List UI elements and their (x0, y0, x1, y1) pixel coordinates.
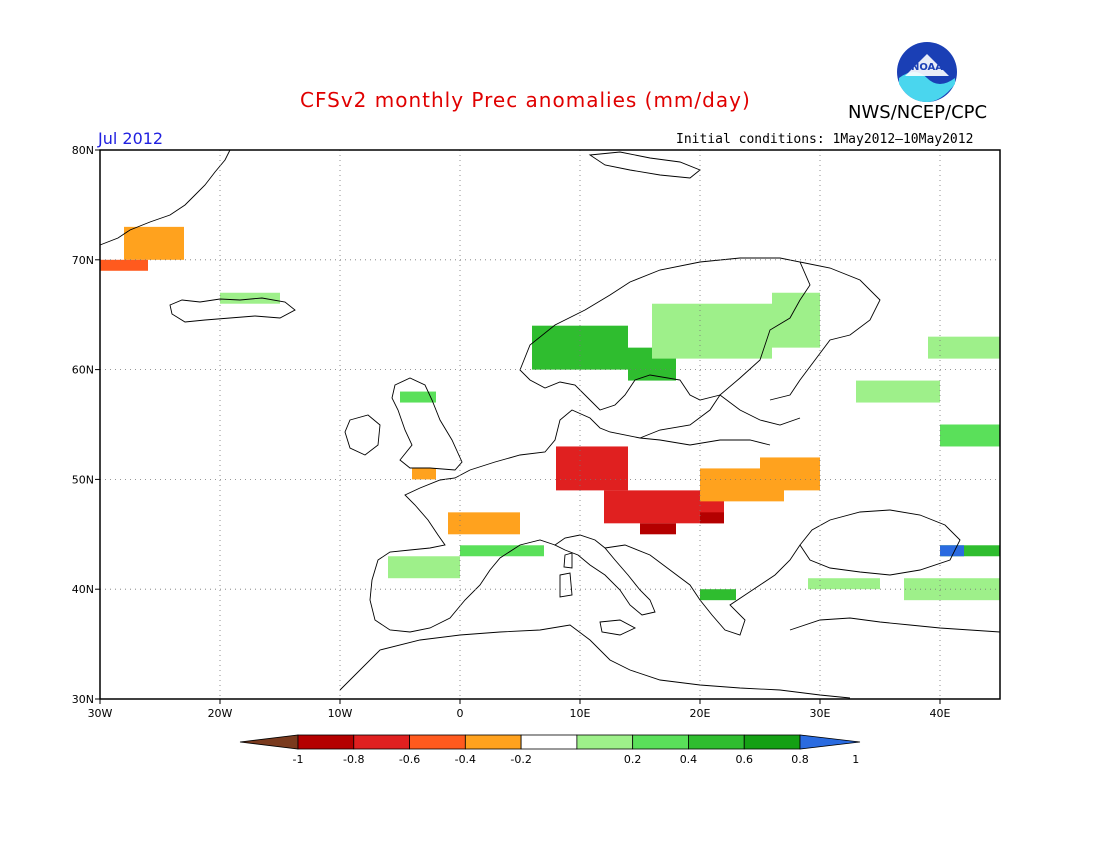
colorbar-right-triangle (799, 734, 861, 750)
colorbar-label: 1 (852, 753, 859, 766)
anomaly-region (448, 512, 520, 535)
colorbar-swatch (353, 734, 410, 750)
colorbar-label: 0.8 (791, 753, 809, 766)
colorbar-swatch (743, 734, 801, 750)
colorbar-label: -1 (293, 753, 304, 766)
anomaly-region (928, 336, 1000, 359)
map-title: CFSv2 monthly Prec anomalies (mm/day) (300, 88, 751, 112)
colorbar-label: -0.4 (455, 753, 476, 766)
noaa-logo: NOAA (895, 40, 959, 108)
anomaly-region (940, 424, 1000, 447)
lon-tick-label: 0 (457, 707, 464, 720)
lon-tick-label: 30E (810, 707, 831, 720)
anomaly-region (904, 578, 1000, 601)
colorbar-label: -0.2 (510, 753, 531, 766)
anomaly-region (640, 523, 676, 535)
lat-tick-label: 70N (72, 254, 94, 267)
lat-tick-label: 60N (72, 364, 94, 377)
anomaly-region (700, 589, 736, 601)
colorbar-swatch (409, 734, 466, 750)
map-frame (99, 149, 1001, 700)
anomaly-region (460, 545, 544, 557)
anomaly-region (400, 391, 436, 403)
axis-ticks: 30W 20W 10W 0 10E 20E 30E 40E 80N 70N 60N 50N 40N 30N (72, 144, 951, 720)
lat-tick-label: 50N (72, 473, 94, 486)
anomaly-region (940, 545, 964, 557)
anomaly-cells (100, 226, 1000, 601)
colorbar-swatch (297, 734, 355, 750)
colorbar-label: -0.6 (399, 753, 420, 766)
colorbar-swatch (688, 734, 745, 750)
anomaly-region (412, 468, 436, 480)
svg-text:NOAA: NOAA (911, 62, 943, 73)
lon-tick-label: 20E (690, 707, 711, 720)
coastlines (99, 149, 1001, 699)
anomaly-region (772, 292, 820, 348)
anomaly-region (652, 303, 772, 359)
agency-label: NWS/NCEP/CPC (848, 102, 988, 123)
graticule (100, 150, 1000, 699)
anomaly-region (808, 578, 880, 590)
anomaly-region (124, 226, 184, 260)
colorbar-swatch (576, 734, 634, 750)
anomaly-region (556, 446, 628, 491)
lon-tick-label: 40E (930, 707, 951, 720)
lon-tick-label: 10E (570, 707, 591, 720)
colorbar-swatch (632, 734, 689, 750)
anomaly-region (760, 457, 820, 491)
colorbar-left-triangle (239, 734, 299, 750)
lon-tick-label: 30W (88, 707, 113, 720)
colorbar: -1 -0.8 -0.6 -0.4 -0.2 0.2 0.4 0.6 0.8 1 (239, 734, 861, 766)
anomaly-region (220, 292, 280, 304)
colorbar-swatch (520, 734, 578, 750)
lat-tick-label: 80N (72, 144, 94, 157)
initial-conditions: Initial conditions: 1May2012–10May2012 (676, 132, 974, 147)
colorbar-swatch (464, 734, 522, 750)
colorbar-label: 0.2 (624, 753, 642, 766)
anomaly-region (532, 325, 628, 370)
anomaly-region (856, 380, 940, 403)
lat-tick-label: 40N (72, 583, 94, 596)
anomaly-region (940, 545, 1000, 557)
lon-tick-label: 10W (328, 707, 353, 720)
colorbar-label: -0.8 (343, 753, 364, 766)
anomaly-region (100, 259, 148, 271)
anomaly-region (700, 512, 724, 524)
colorbar-label: 0.4 (680, 753, 698, 766)
lat-tick-label: 30N (72, 693, 94, 706)
forecast-month: Jul 2012 (98, 129, 164, 148)
colorbar-label: 0.6 (735, 753, 753, 766)
lon-tick-label: 20W (208, 707, 233, 720)
anomaly-region (388, 556, 460, 579)
